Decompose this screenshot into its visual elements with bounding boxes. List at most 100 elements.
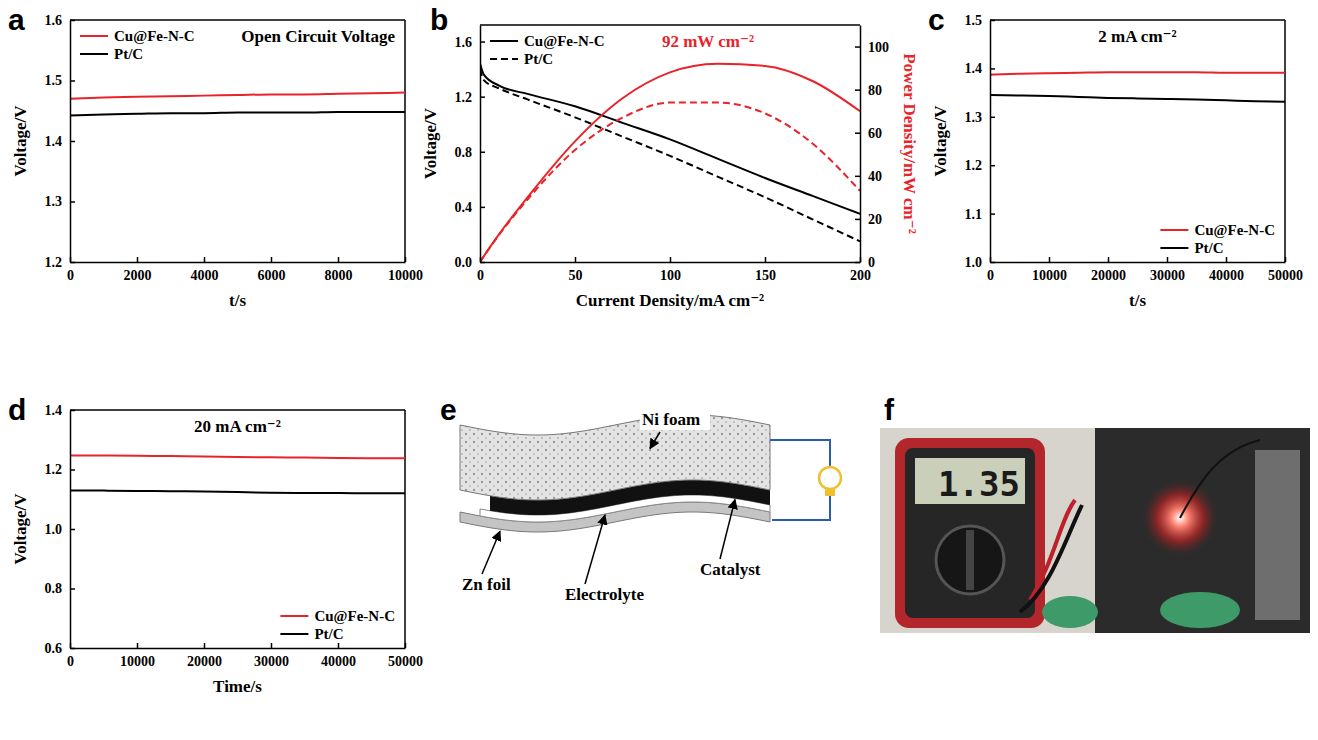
legend-swatch: [1160, 229, 1188, 231]
tick-label: 1.2: [45, 462, 63, 477]
tick: 0.6: [45, 641, 76, 656]
legend-swatch: [80, 53, 108, 55]
tick: 10000: [388, 257, 423, 283]
tick-label: 8000: [325, 268, 353, 283]
annotation: 92 mW cm⁻²: [662, 32, 754, 51]
y-axis: 0.60.81.01.21.4: [45, 403, 76, 656]
tick: 100: [660, 257, 681, 283]
meter-body: [895, 438, 1045, 628]
panel-label: e: [440, 393, 457, 426]
tick: 150: [755, 257, 776, 283]
x-axis-title: Time/s: [213, 677, 262, 696]
tick-mark: [271, 257, 273, 262]
series-line: [480, 64, 860, 214]
tick: 1.2: [965, 158, 996, 173]
series-line: [480, 69, 860, 241]
tick-mark: [70, 141, 75, 143]
tick-mark: [70, 529, 75, 531]
meter-reading: 1.35: [938, 464, 1020, 504]
tick: 1.2: [45, 255, 76, 270]
tick-label: 1.5: [45, 73, 63, 88]
panel-label: c: [928, 3, 945, 36]
tick-mark: [70, 469, 75, 471]
panel-a: 02000400060008000100001.21.31.41.51.6t/s…: [8, 3, 423, 310]
tick-label: 1.0: [965, 255, 983, 270]
y-axis: 1.01.11.21.31.41.5: [965, 13, 996, 270]
tick-label: 50: [569, 268, 583, 283]
diagram-label: Ni foam: [642, 410, 700, 429]
series-line: [70, 93, 405, 99]
tick-label: 1.6: [45, 13, 63, 28]
tick-label: 1.6: [455, 35, 473, 50]
meter-face: [905, 448, 1035, 618]
legend-label: Cu@Fe-N-C: [114, 28, 195, 44]
tick-label: 200: [850, 268, 871, 283]
tick: 50: [569, 257, 583, 283]
tick-mark: [271, 643, 273, 648]
tick-label: 1.3: [965, 110, 983, 125]
series-line: [480, 64, 860, 262]
tick-label: 0: [868, 255, 875, 270]
tick-mark: [480, 207, 485, 209]
tick-mark: [855, 46, 860, 48]
tick-mark: [338, 643, 340, 648]
tick-label: 20: [868, 212, 882, 227]
legend-label: Cu@Fe-N-C: [1194, 222, 1275, 238]
tick: 1.5: [45, 73, 76, 88]
tick: 1.5: [965, 13, 996, 28]
tick: 10000: [120, 643, 155, 669]
tick-label: 1.2: [45, 255, 63, 270]
tick-mark: [765, 257, 767, 262]
diagram-label: Electrolyte: [565, 585, 644, 604]
tick-mark: [70, 648, 75, 650]
tick-mark: [990, 117, 995, 119]
tick-label: 20000: [1091, 268, 1126, 283]
tick-mark: [990, 165, 995, 167]
cell-stack: [1255, 450, 1300, 620]
legend-item: Pt/C: [280, 626, 343, 642]
tick: 1.4: [965, 61, 996, 76]
axis-line: [860, 26, 862, 263]
tick: 1.3: [45, 194, 76, 209]
tick-label: 50000: [388, 654, 423, 669]
tick-mark: [1167, 257, 1169, 262]
arrow: [482, 531, 500, 574]
series-line: [990, 72, 1285, 74]
legend-swatch: [80, 35, 108, 37]
tick-label: 0: [477, 268, 484, 283]
tick-mark: [480, 152, 485, 154]
tick-label: 20000: [187, 654, 222, 669]
axis-line: [990, 21, 992, 263]
tick: 20000: [1091, 257, 1126, 283]
tick-label: 100: [868, 40, 889, 55]
tick-label: 0: [67, 654, 74, 669]
tick: 100: [855, 40, 889, 55]
tick-label: 10000: [388, 268, 423, 283]
tick-mark: [1108, 257, 1110, 262]
tick-label: 0.4: [455, 200, 473, 215]
tick-mark: [338, 257, 340, 262]
tick: 1.2: [455, 90, 486, 105]
legend-item: Cu@Fe-N-C: [80, 28, 195, 44]
series-line: [480, 103, 860, 262]
tick-label: 40000: [321, 654, 356, 669]
tick-mark: [855, 262, 860, 264]
tick-mark: [70, 262, 75, 264]
tick-mark: [137, 643, 139, 648]
led-wire: [1180, 440, 1260, 518]
tick-label: 80: [868, 83, 882, 98]
legend-item: Pt/C: [1160, 240, 1223, 256]
tick-label: 40: [868, 169, 882, 184]
frame: [404, 20, 406, 262]
panel-d: 010000200003000040000500000.60.81.01.21.…: [8, 393, 423, 696]
tick-label: 0: [987, 268, 994, 283]
tick-label: 100: [660, 268, 681, 283]
plot-area: [990, 72, 1285, 102]
tick-mark: [70, 20, 75, 22]
tick: 50000: [1268, 257, 1303, 283]
legend-item: Cu@Fe-N-C: [490, 33, 605, 49]
tick-mark: [137, 257, 139, 262]
tick: 1.0: [45, 522, 76, 537]
axis-line: [991, 262, 1286, 264]
tick-mark: [405, 257, 407, 262]
